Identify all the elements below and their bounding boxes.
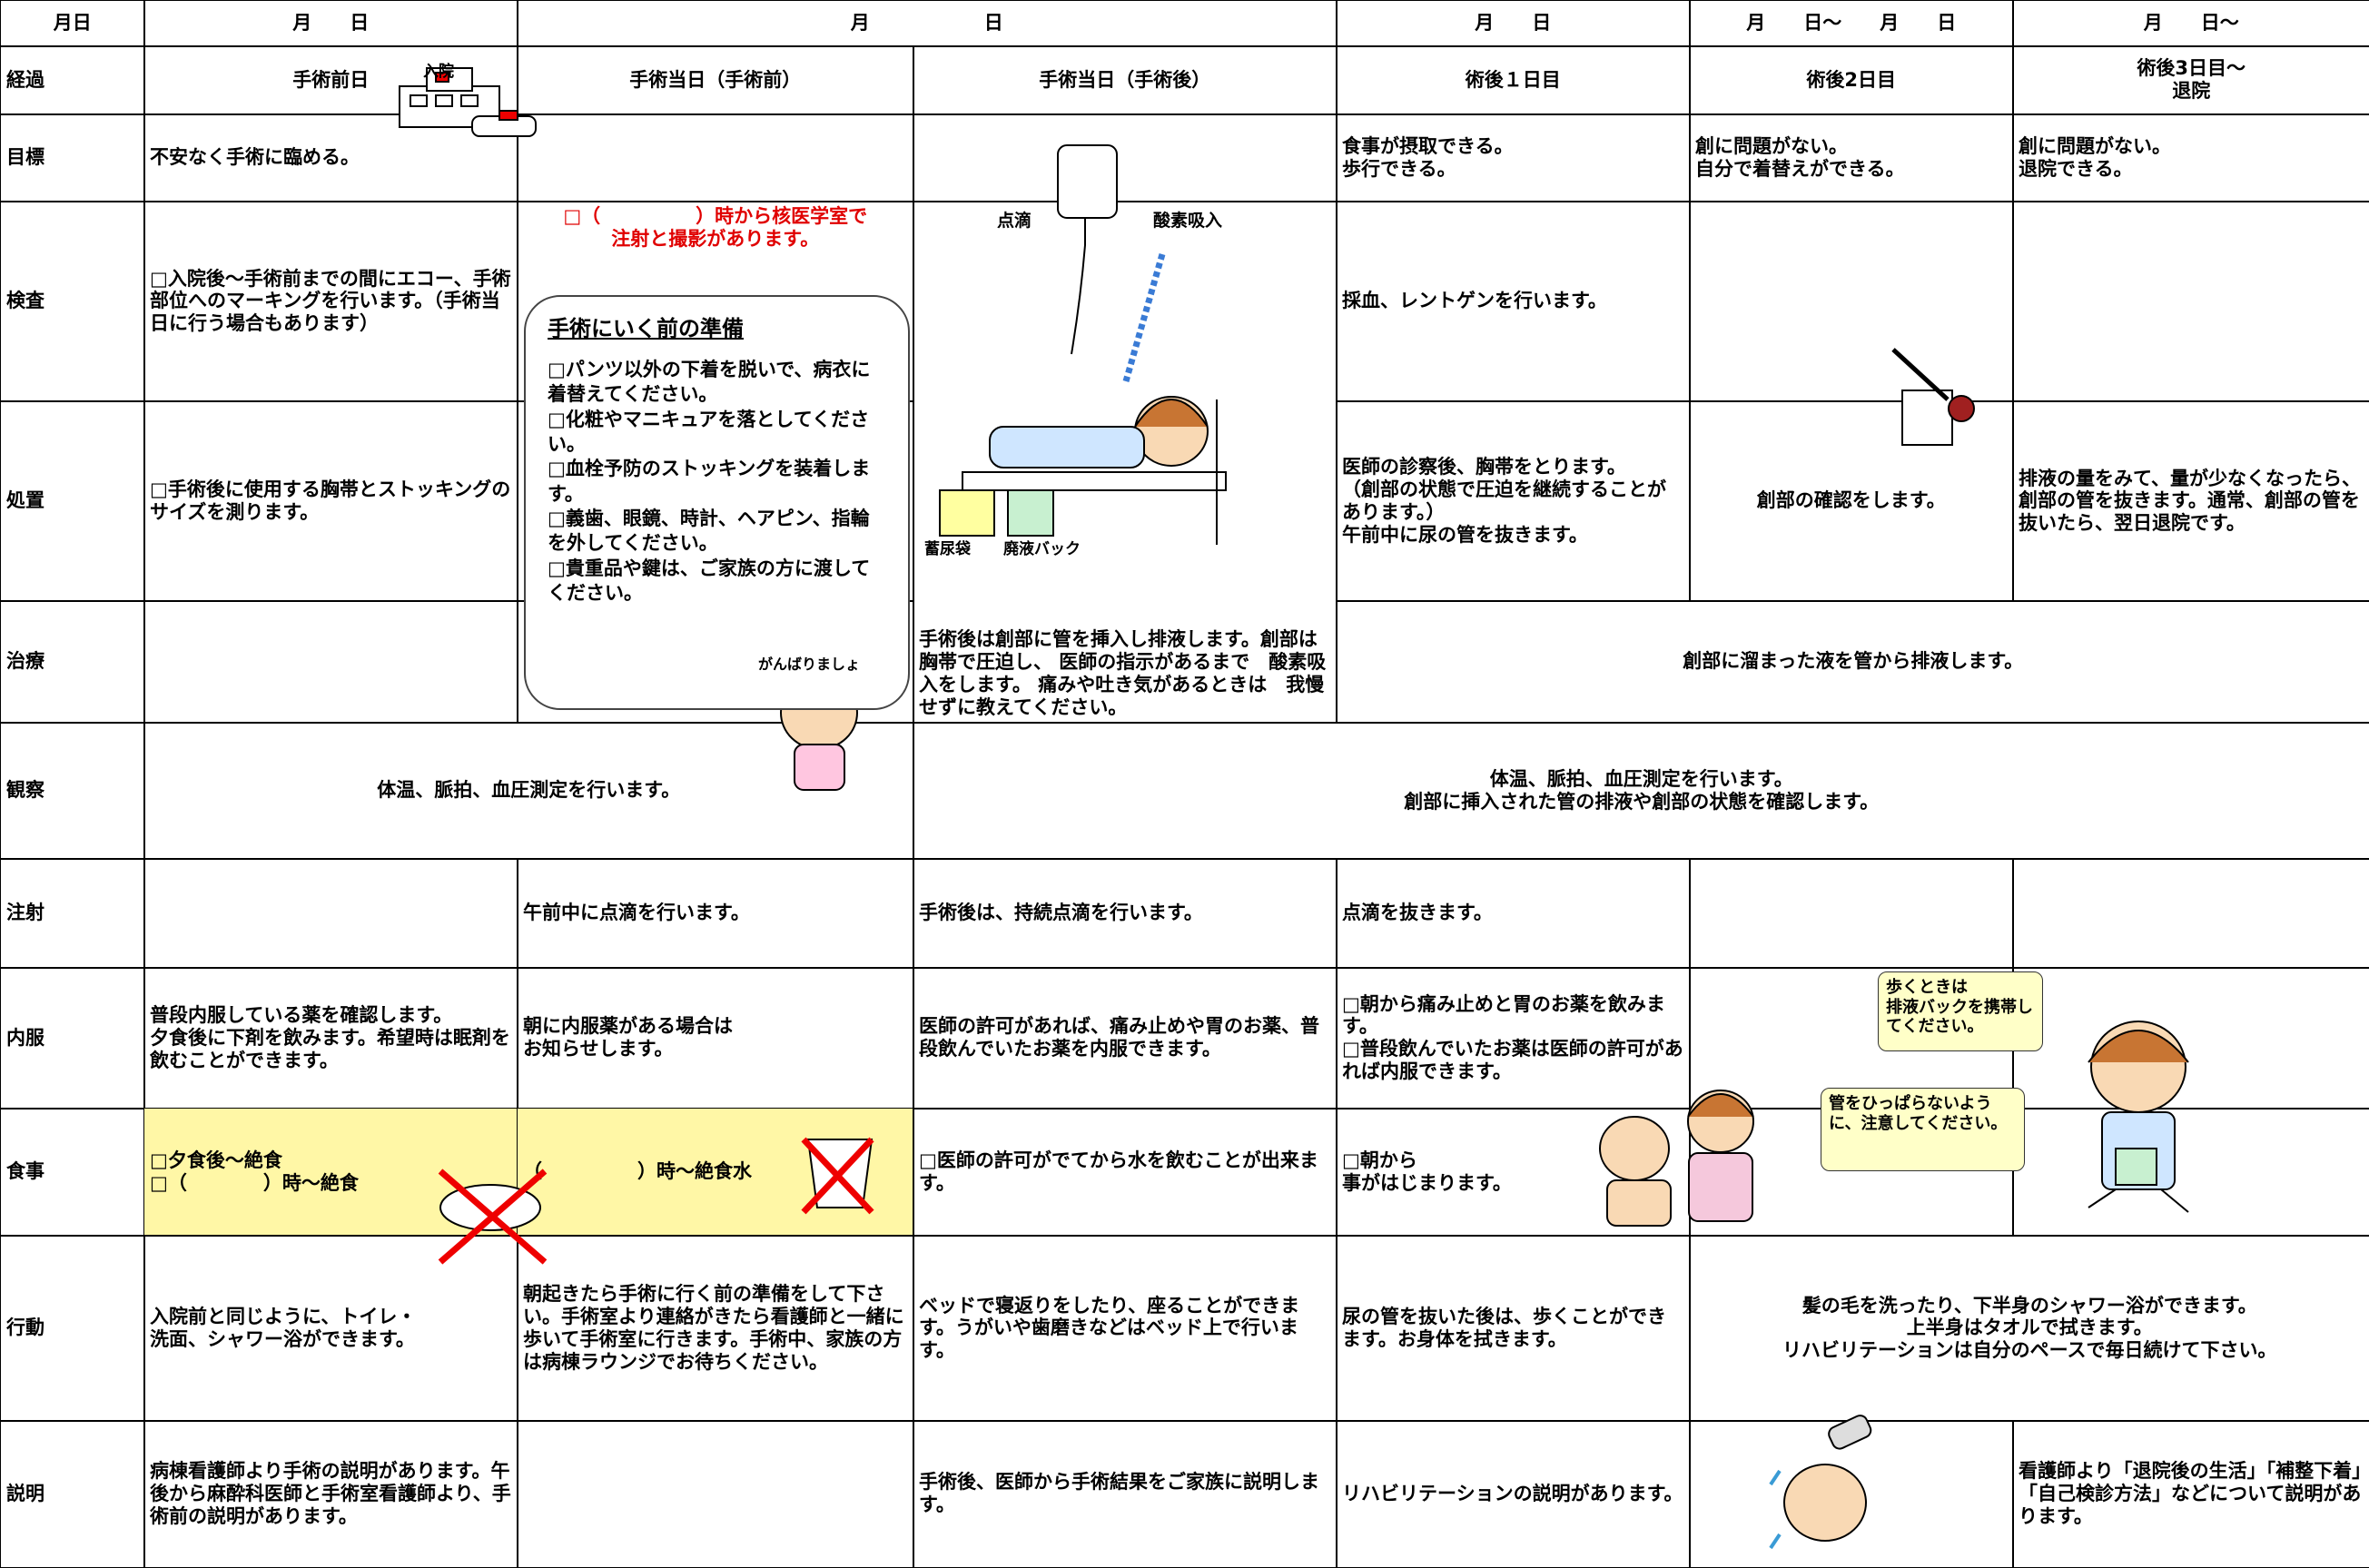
row-label: 注射: [0, 858, 145, 969]
table-cell: ベッドで寝返りをしたり、座ることができます。うがいや歯磨きなどはベッド上で行いま…: [913, 1235, 1337, 1422]
table-cell: 朝起きたら手術に行く前の準備をして下さい。手術室より連絡がきたら看護師と一緒に歩…: [517, 1235, 914, 1422]
empty-cell: [1689, 1420, 2014, 1568]
prep-item: □パンツ以外の下着を脱いで、病衣に着替えてください。: [548, 359, 871, 406]
empty-cell: [1689, 858, 2014, 969]
table-cell: 術後１日目: [1336, 45, 1691, 115]
prep-items: □パンツ以外の下着を脱いで、病衣に着替えてください。 □化粧やマニキュアを落として…: [548, 358, 886, 606]
empty-cell: [2012, 858, 2369, 969]
table-cell: 排液の量をみて、量が少なくなったら、創部の管を抜きます。通常、創部の管を抜いたら…: [2012, 400, 2369, 602]
table-cell: 入院前と同じように、トイレ・ 洗面、シャワー浴ができます。: [143, 1235, 518, 1422]
speech-bubble: 歩くときは 排液バックを携帯してください。: [1878, 971, 2043, 1051]
header-date: 月 日～: [2012, 0, 2369, 47]
table-cell: 医師の許可があれば、痛み止めや胃のお薬、普段飲んでいたお薬を内服できます。: [913, 967, 1337, 1109]
urine-bag-label: 蓄尿袋: [924, 540, 971, 558]
row-label: 内服: [0, 967, 145, 1109]
table-cell: 採血、レントゲンを行います。: [1336, 201, 1691, 402]
prep-callout-box: 手術にいく前の準備 □パンツ以外の下着を脱いで、病衣に着替えてください。 □化粧や…: [524, 295, 910, 710]
table-cell: 体温、脈拍、血圧測定を行います。 創部に挿入された管の排液や創部の状態を確認しま…: [913, 722, 2369, 860]
table-cell: （ ）時～絶食水: [517, 1108, 914, 1237]
table-cell: □（ ）時から核医学室で 注射と撮影があります。: [517, 201, 914, 402]
table-cell: 創に問題がない。 自分で着替えができる。: [1689, 113, 2014, 202]
speech-bubble: 管をひっぱらないように、注意してください。: [1821, 1088, 2025, 1171]
empty-cell: [143, 600, 518, 724]
row-label: 処置: [0, 400, 145, 602]
header-date: 月 日: [517, 0, 1337, 47]
empty-cell: [517, 1420, 914, 1568]
table-cell: □医師の許可がでてから水を飲むことが出来ます。: [913, 1108, 1337, 1237]
table-cell: 医師の診察後、胸帯をとります。 （創部の状態で圧迫を継続することがあります。） …: [1336, 400, 1691, 602]
prep-item: □貴重品や鍵は、ご家族の方に渡してください。: [548, 557, 871, 604]
table-cell: 病棟看護師より手術の説明があります。午後から麻酔科医師と手術室看護師より、手術前…: [143, 1420, 518, 1568]
table-cell: 体温、脈拍、血圧測定を行います。: [143, 722, 914, 860]
table-cell: 点滴を抜きます。: [1336, 858, 1691, 969]
table-cell: 創部の確認をします。: [1689, 400, 2014, 602]
empty-cell: [1689, 201, 2014, 402]
table-cell: □朝から 事がはじまります。: [1336, 1108, 1691, 1237]
prep-title: 手術にいく前の準備: [548, 316, 744, 341]
row-label: 検査: [0, 201, 145, 402]
empty-cell: [143, 858, 518, 969]
table-cell: 手術当日（手術前）: [517, 45, 914, 115]
table-cell: 尿の管を抜いた後は、歩くことができます。お身体を拭きます。: [1336, 1235, 1691, 1422]
prep-item: □義歯、眼鏡、時計、ヘアピン、指輪を外してください。: [548, 507, 870, 555]
table-cell: □入院後～手術前までの間にエコー、手術部位へのマーキングを行います。（手術当日に…: [143, 201, 518, 402]
row-label: 観察: [0, 722, 145, 860]
table-cell: 朝に内服薬がある場合は お知らせします。: [517, 967, 914, 1109]
table-cell: 髪の毛を洗ったり、下半身のシャワー浴ができます。 上半身はタオルで拭きます。 リ…: [1689, 1235, 2369, 1422]
table-cell: 創部に溜まった液を管から排液します。: [1336, 600, 2369, 724]
table-cell: 食事が摂取できる。 歩行できる。: [1336, 113, 1691, 202]
table-cell: □手術後に使用する胸帯とストッキングのサイズを測ります。: [143, 400, 518, 602]
empty-cell: [913, 113, 1337, 202]
table-cell: 普段内服している薬を確認します。 夕食後に下剤を飲みます。希望時は眠剤を飲むこと…: [143, 967, 518, 1109]
table-cell: 術後2日目: [1689, 45, 2014, 115]
prep-item: □化粧やマニキュアを落としてください。: [548, 408, 870, 456]
table-cell: □朝から痛み止めと胃のお薬を飲みます。 □普段飲んでいたお薬は医師の許可があれば…: [1336, 967, 1691, 1109]
header-date: 月 日: [143, 0, 518, 47]
table-cell: 術後3日目～ 退院: [2012, 45, 2369, 115]
empty-cell: [2012, 201, 2369, 402]
header-cell: 月日: [0, 0, 145, 47]
prep-item: □血栓予防のストッキングを装着します。: [548, 458, 871, 505]
table-cell: 不安なく手術に臨める。: [143, 113, 518, 202]
header-date: 月 日～ 月 日: [1689, 0, 2014, 47]
row-label: 目標: [0, 113, 145, 202]
iv-label: 点滴: [997, 211, 1032, 231]
row-label: 行動: [0, 1235, 145, 1422]
row-label: 経過: [0, 45, 145, 115]
oxygen-label: 酸素吸入: [1153, 211, 1223, 231]
hospital-label: 入院: [423, 63, 454, 81]
empty-cell: [517, 113, 914, 202]
table-cell: 手術当日（手術後）: [913, 45, 1337, 115]
table-cell: □夕食後～絶食 □（ ）時～絶食: [143, 1108, 518, 1237]
table-cell: 看護師より「退院後の生活」「補整下着」「自己検診方法」などについて説明があります…: [2012, 1420, 2369, 1568]
table-cell: 手術後、医師から手術結果をご家族に説明します。: [913, 1420, 1337, 1568]
empty-cell: [2012, 1108, 2369, 1237]
table-cell: 創に問題がない。 退院できる。: [2012, 113, 2369, 202]
empty-cell: [2012, 967, 2369, 1109]
table-cell: リハビリテーションの説明があります。: [1336, 1420, 1691, 1568]
table-cell: 手術後は創部に管を挿入し排液します。創部は胸帯で圧迫し、 医師の指示があるまで …: [913, 201, 1337, 724]
cheer-label: がんばりましょ: [758, 656, 861, 673]
drain-bag-label: 廃液バック: [1003, 540, 1081, 558]
row-label: 食事: [0, 1108, 145, 1237]
table-cell: 手術前日: [143, 45, 518, 115]
row-label: 説明: [0, 1420, 145, 1568]
table-cell: 午前中に点滴を行います。: [517, 858, 914, 969]
table-cell: 手術後は、持続点滴を行います。: [913, 858, 1337, 969]
row-label: 治療: [0, 600, 145, 724]
header-date: 月 日: [1336, 0, 1691, 47]
